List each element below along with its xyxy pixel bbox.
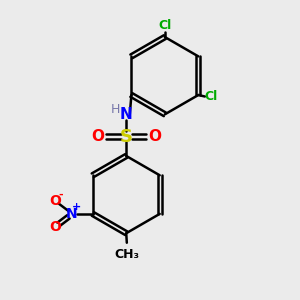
Text: O: O: [49, 220, 61, 234]
Text: -: -: [58, 190, 63, 200]
Text: S: S: [120, 128, 133, 146]
Text: +: +: [72, 202, 81, 212]
Text: O: O: [49, 194, 61, 208]
Text: CH₃: CH₃: [114, 248, 139, 261]
Text: N: N: [65, 207, 77, 221]
Text: Cl: Cl: [205, 90, 218, 103]
Text: N: N: [120, 107, 133, 122]
Text: Cl: Cl: [158, 19, 172, 32]
Text: H: H: [111, 103, 121, 116]
Text: O: O: [91, 129, 104, 144]
Text: O: O: [148, 129, 162, 144]
